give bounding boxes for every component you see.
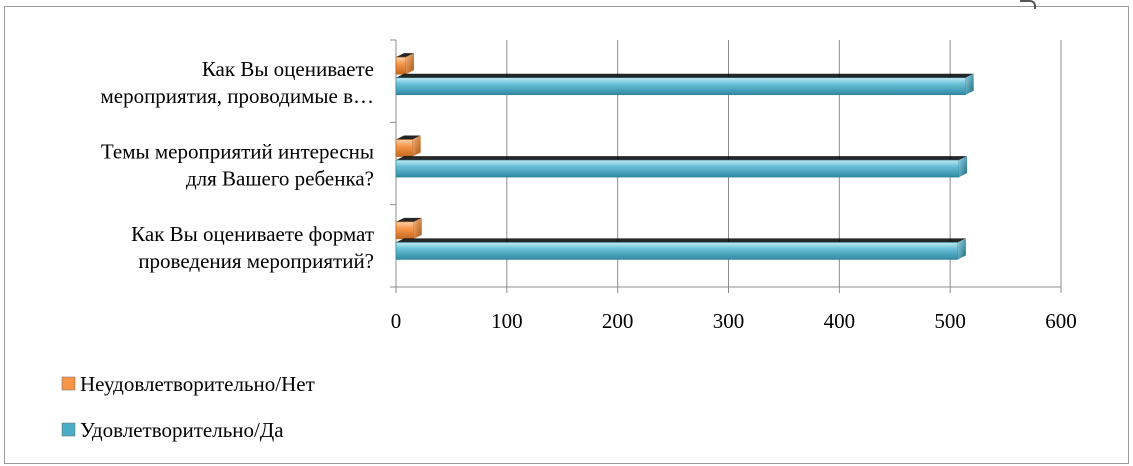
legend-label: Неудовлетворительно/Нет xyxy=(80,372,315,396)
bar-end-cap xyxy=(412,135,421,157)
x-tick-label: 500 xyxy=(934,309,966,333)
bar-top-face xyxy=(396,217,422,222)
category-label: проведения мероприятий? xyxy=(138,249,374,273)
bar-Неудовлетворительно/Нет xyxy=(395,139,413,157)
category-label: мероприятия, проводимые в… xyxy=(100,84,374,108)
bar-Неудовлетворительно/Нет xyxy=(395,221,415,240)
x-tick-label: 300 xyxy=(713,309,745,333)
bar-top-face xyxy=(396,135,421,140)
bar-Неудовлетворительно/Нет xyxy=(395,56,407,75)
legend-swatch xyxy=(61,376,76,391)
category-label: Как Вы оцениваете формат xyxy=(131,222,374,246)
bar-end-cap xyxy=(965,73,974,95)
bar-top-face xyxy=(396,73,974,78)
x-tick-label: 400 xyxy=(824,309,856,333)
bar-Удовлетворительно/Да xyxy=(395,159,960,178)
bar-end-cap xyxy=(413,217,422,239)
bar-end-cap xyxy=(957,238,966,260)
legend-label: Удовлетворительно/Да xyxy=(80,418,284,442)
x-tick-label: 100 xyxy=(491,309,523,333)
x-tick-label: 0 xyxy=(391,309,402,333)
legend: Неудовлетворительно/Нет Удовлетворительно… xyxy=(61,372,315,442)
legend-swatch xyxy=(61,422,76,437)
bar-Удовлетворительно/Да xyxy=(395,242,959,260)
bar-top-face xyxy=(396,238,966,243)
bar-end-cap xyxy=(405,53,414,75)
x-tick-label: 200 xyxy=(602,309,634,333)
bar-top-face xyxy=(396,53,414,58)
bar-Удовлетворительно/Да xyxy=(395,77,966,96)
bar-end-cap xyxy=(959,156,968,178)
category-label: для Вашего ребенка? xyxy=(186,167,374,191)
bars xyxy=(395,53,974,260)
page-corner-mark xyxy=(1020,0,1036,9)
labels: 0 100 200 300 400 500 600 Как Вы оцениваете фор… xyxy=(100,57,1076,333)
category-label: Как Вы оцениваете xyxy=(202,57,374,81)
x-tick-label: 600 xyxy=(1045,309,1077,333)
bar-top-face xyxy=(396,156,968,161)
category-label: Темы мероприятий интересны xyxy=(101,140,374,164)
